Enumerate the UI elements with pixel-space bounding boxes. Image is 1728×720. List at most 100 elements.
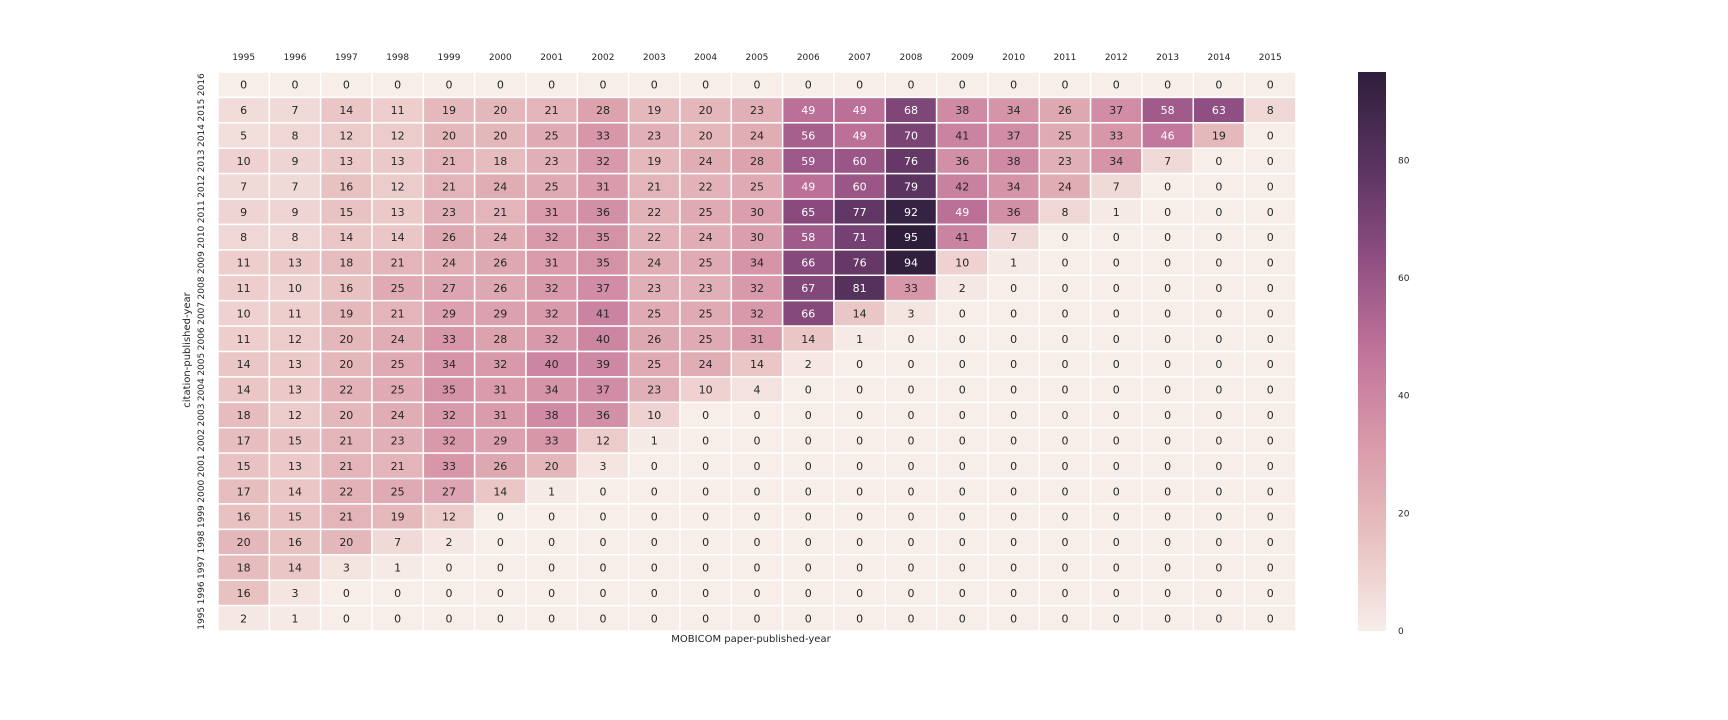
cell-value-label: 0 [702,561,709,574]
cell-value-label: 0 [907,358,914,371]
cell-value-label: 0 [1010,307,1017,320]
cell-value-label: 0 [1010,333,1017,346]
cell-value-label: 13 [339,155,353,168]
heatmap-cell [781,147,835,175]
heatmap-cell [576,554,630,581]
cell-value-label: 34 [1007,180,1021,193]
cell-value-label: 31 [545,257,559,270]
cell-value-label: 0 [1010,485,1017,498]
cell-value-label: 0 [1267,511,1274,524]
cell-value-label: 1 [856,333,863,346]
y-tick-label: 2006 [197,327,207,350]
cell-value-label: 0 [1267,231,1274,244]
heatmap-cell [987,198,1041,226]
cell-value-label: 30 [750,231,764,244]
colorbar-tick-label: 40 [1398,392,1410,402]
cell-value-label: 0 [497,587,504,600]
y-tick-label: 2015 [197,99,207,122]
heatmap-cell [627,426,681,454]
heatmap-cell [987,579,1041,607]
cell-value-label: 0 [805,460,812,473]
cell-value-label: 2 [445,536,452,549]
heatmap-cell [371,122,425,149]
heatmap-cell [1243,503,1297,531]
heatmap-cell [473,604,527,632]
cell-value-label: 26 [493,257,507,270]
x-tick-label: 1997 [335,53,358,63]
heatmap-cell [884,274,938,302]
heatmap-cell [1243,274,1297,302]
cell-value-label: 31 [493,409,507,422]
heatmap-cell [1192,71,1246,99]
cell-value-label: 21 [391,307,405,320]
x-tick-label: 2007 [848,53,871,63]
cell-value-label: 1 [394,561,401,574]
cell-value-label: 25 [750,180,764,193]
heatmap-cell [217,96,271,124]
cell-value-label: 0 [1164,79,1171,92]
heatmap-cell [730,147,784,175]
heatmap-cell [935,96,989,124]
heatmap-cell [781,325,835,353]
cell-value-label: 0 [805,561,812,574]
heatmap-cell [627,477,681,505]
cell-value-label: 0 [548,587,555,600]
cell-value-label: 0 [907,409,914,422]
x-tick-label: 2013 [1156,53,1179,63]
heatmap-cell [371,376,425,404]
x-tick-label: 2014 [1207,53,1230,63]
heatmap-cell [371,325,425,353]
cell-value-label: 0 [959,409,966,422]
cell-value-label: 0 [1215,460,1222,473]
heatmap-cell [781,172,835,200]
cell-value-label: 20 [339,409,353,422]
cell-value-label: 79 [904,180,918,193]
heatmap-cell [371,503,425,531]
cell-value-label: 0 [1267,180,1274,193]
cell-value-label: 8 [291,130,298,143]
heatmap-cell [473,376,527,404]
cell-value-label: 0 [959,79,966,92]
cell-value-label: 0 [1061,79,1068,92]
cell-value-label: 0 [1164,587,1171,600]
y-tick-label: 2010 [197,225,207,248]
heatmap-cell [576,604,630,632]
heatmap-cell [1141,325,1195,353]
x-tick-label: 2003 [643,53,666,63]
cell-value-label: 25 [545,180,559,193]
cell-value-label: 5 [240,130,247,143]
cell-value-label: 0 [1267,257,1274,270]
heatmap-cell [987,223,1041,251]
cell-value-label: 25 [699,257,713,270]
cell-value-label: 32 [750,307,764,320]
cell-value-label: 21 [442,180,456,193]
heatmap-cell [319,147,373,175]
cell-value-label: 0 [1113,409,1120,422]
heatmap-cell [833,376,887,404]
cell-value-label: 25 [545,130,559,143]
cell-value-label: 0 [1267,561,1274,574]
heatmap-cell [679,96,733,124]
heatmap-cell [525,172,579,200]
cell-value-label: 0 [1113,561,1120,574]
y-tick-label: 2013 [197,149,207,172]
cell-value-label: 65 [801,206,815,219]
cell-value-label: 21 [545,104,559,117]
cell-value-label: 12 [339,130,353,143]
cell-value-label: 2 [959,282,966,295]
cell-value-label: 37 [596,282,610,295]
cell-value-label: 0 [702,587,709,600]
cell-value-label: 58 [801,231,815,244]
heatmap-cell [730,401,784,429]
heatmap-cell [422,426,476,454]
heatmap-cell [422,198,476,226]
heatmap-cell [884,249,938,277]
cell-value-label: 0 [753,79,760,92]
heatmap-cell [987,325,1041,353]
cell-value-label: 35 [596,231,610,244]
cell-value-label: 0 [1267,384,1274,397]
cell-value-label: 0 [497,612,504,625]
heatmap-cell [1243,147,1297,175]
cell-value-label: 0 [1267,536,1274,549]
x-tick-label: 2011 [1053,53,1076,63]
